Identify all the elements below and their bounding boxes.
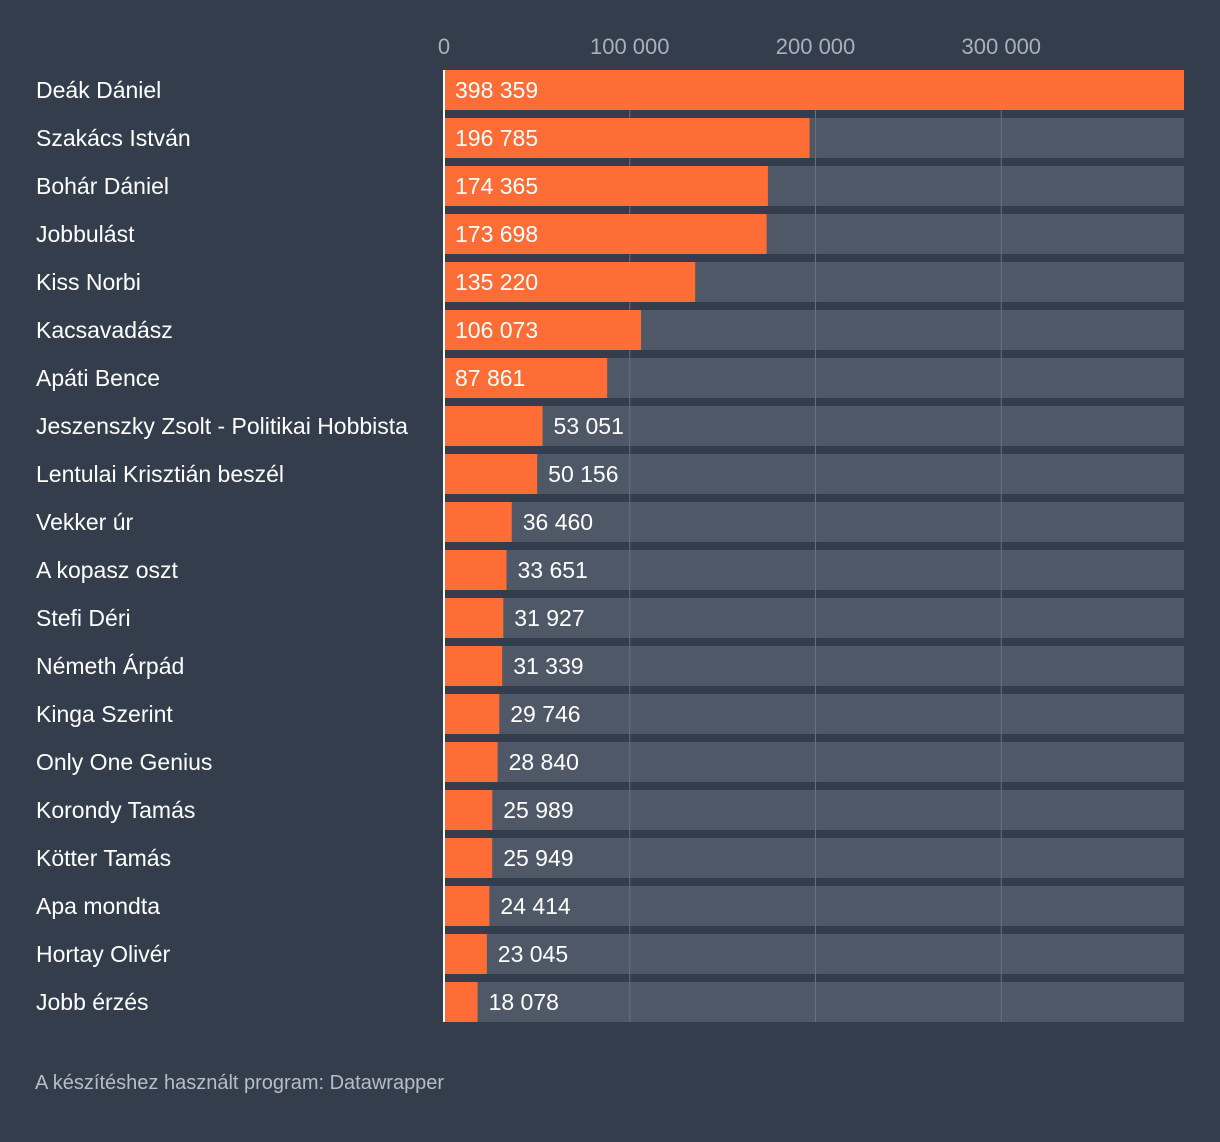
bar	[444, 214, 767, 254]
credit-footer: A készítéshez használt program: Datawrap…	[35, 1072, 445, 1094]
category-label: Kiss Norbi	[36, 269, 141, 295]
bar	[444, 454, 538, 494]
value-label: 25 989	[503, 797, 573, 823]
bar	[444, 982, 478, 1022]
value-label: 36 460	[523, 509, 593, 535]
category-label: Apáti Bence	[36, 365, 160, 391]
category-label: Stefi Déri	[36, 605, 131, 631]
x-tick-label: 200 000	[776, 34, 856, 59]
category-label: Kötter Tamás	[36, 845, 171, 871]
category-labels: Deák Dániel Szakács István Bohár Dániel Job…	[36, 77, 408, 1015]
category-label: Jeszenszky Zsolt - Politikai Hobbista	[36, 413, 408, 439]
bar-track	[444, 982, 1184, 1022]
category-label: Kacsavadász	[36, 317, 173, 343]
category-label: Bohár Dániel	[36, 173, 169, 199]
bar-track	[444, 502, 1184, 542]
category-label: Németh Árpád	[36, 653, 184, 679]
x-tick-label: 0	[438, 34, 450, 59]
value-label: 196 785	[455, 125, 538, 151]
bar-track	[444, 550, 1184, 590]
category-label: Only One Genius	[36, 749, 212, 775]
category-label: Szakács István	[36, 125, 191, 151]
value-labels: 398 359 196 785 174 365 173 698 135 220 106 0…	[455, 77, 624, 1015]
bar	[444, 694, 500, 734]
bar	[444, 646, 503, 686]
x-tick-label: 100 000	[590, 34, 670, 59]
value-label: 53 051	[554, 413, 624, 439]
bar-track	[444, 790, 1184, 830]
category-label: Apa mondta	[36, 893, 160, 919]
value-label: 28 840	[509, 749, 579, 775]
bar	[444, 310, 642, 350]
category-label: Lentulai Krisztián beszél	[36, 461, 284, 487]
value-label: 31 927	[514, 605, 584, 631]
category-label: Hortay Olivér	[36, 941, 171, 967]
bar	[444, 742, 498, 782]
bar	[444, 934, 487, 974]
bar-track	[444, 934, 1184, 974]
category-label: Vekker úr	[36, 509, 133, 535]
category-label: A kopasz oszt	[36, 557, 179, 583]
category-label: Jobbulást	[36, 221, 135, 247]
bar-track	[444, 454, 1184, 494]
bar	[444, 262, 696, 302]
bar	[444, 118, 810, 158]
value-label: 87 861	[455, 365, 525, 391]
bar-track	[444, 646, 1184, 686]
bar	[444, 886, 490, 926]
bar-track	[444, 838, 1184, 878]
bar-tracks	[444, 70, 1184, 1022]
bar	[444, 838, 493, 878]
bar	[444, 70, 1184, 110]
value-label: 135 220	[455, 269, 538, 295]
bar	[444, 358, 608, 398]
x-axis-ticks: 0 100 000 200 000 300 000	[438, 34, 1041, 59]
value-label: 398 359	[455, 77, 538, 103]
bar	[444, 598, 504, 638]
value-label: 24 414	[500, 893, 571, 919]
x-tick-label: 300 000	[962, 34, 1042, 59]
value-label: 25 949	[503, 845, 573, 871]
value-label: 50 156	[548, 461, 618, 487]
value-label: 29 746	[510, 701, 580, 727]
value-label: 106 073	[455, 317, 538, 343]
category-label: Kinga Szerint	[36, 701, 173, 727]
value-label: 173 698	[455, 221, 538, 247]
value-label: 18 078	[489, 989, 559, 1015]
bar	[444, 502, 512, 542]
bar-track	[444, 886, 1184, 926]
value-label: 174 365	[455, 173, 538, 199]
bar-track	[444, 742, 1184, 782]
bars	[444, 70, 1184, 1022]
bar-track	[444, 598, 1184, 638]
category-label: Deák Dániel	[36, 77, 161, 103]
bar	[444, 550, 507, 590]
bar	[444, 166, 768, 206]
value-label: 23 045	[498, 941, 568, 967]
value-label: 31 339	[513, 653, 583, 679]
bar	[444, 406, 543, 446]
value-label: 33 651	[518, 557, 588, 583]
category-label: Korondy Tamás	[36, 797, 195, 823]
bar-track	[444, 406, 1184, 446]
bar-track	[444, 694, 1184, 734]
bar	[444, 790, 493, 830]
gridlines	[629, 70, 1002, 1022]
category-label: Jobb érzés	[36, 989, 149, 1015]
